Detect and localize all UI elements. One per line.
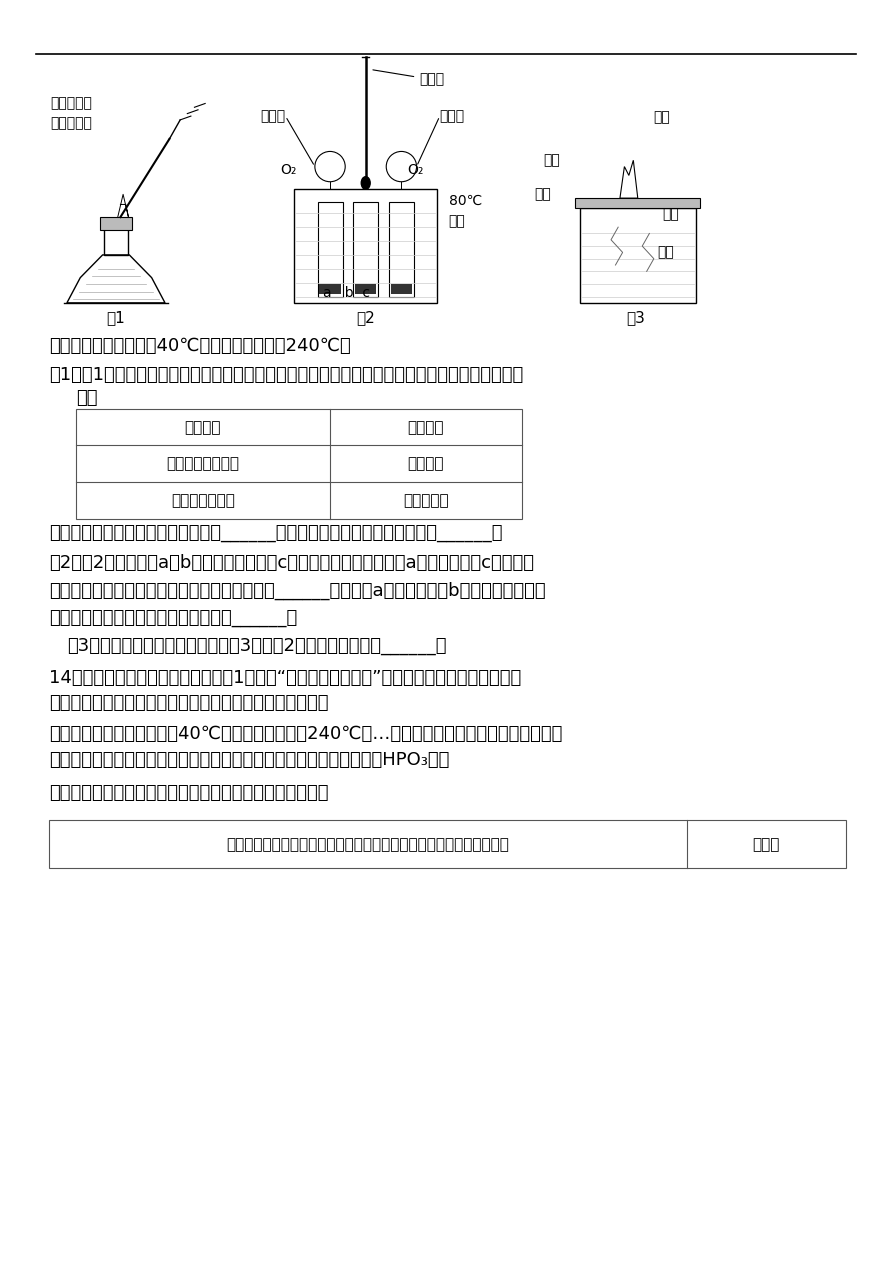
Bar — [353, 202, 378, 297]
Text: a   b  c: a b c — [323, 285, 369, 300]
Text: 图2: 图2 — [356, 310, 376, 326]
Text: 白磷: 白磷 — [657, 245, 674, 260]
Text: 现象能够说明燃烧应具备的条件是______。: 现象能够说明燃烧应具备的条件是______。 — [49, 610, 297, 627]
Bar — [391, 284, 412, 294]
Text: 对磷燃烧生成的大量白烟是否危害人体健康提出疡问。: 对磷燃烧生成的大量白烟是否危害人体健康提出疡问。 — [49, 694, 328, 712]
Text: 实验现象: 实验现象 — [408, 420, 444, 434]
Text: 蒍有酒精或: 蒍有酒精或 — [51, 96, 92, 111]
Text: 14．某兴趣小组活动中，同学们按图1装置对“可燃物燃烧的条件”进行探究。探究过程中，大家: 14．某兴趣小组活动中，同学们按图1装置对“可燃物燃烧的条件”进行探究。探究过程… — [49, 669, 521, 687]
Text: 此现象能够说明燃烧应具备的条件是______，实验中发生反应的化学方程式为______。: 此现象能够说明燃烧应具备的条件是______，实验中发生反应的化学方程式为___… — [49, 524, 502, 541]
Bar — [389, 202, 414, 297]
Text: 下：: 下： — [76, 389, 97, 406]
Bar — [104, 227, 128, 255]
Text: 80℃: 80℃ — [449, 193, 482, 208]
Text: 图1: 图1 — [106, 310, 126, 326]
Bar — [580, 208, 696, 303]
Text: 查阅资料：白磷的着火点是40℃，红磷的着火点是240℃，…燃烧产物五氧化二磷是白色固体，会: 查阅资料：白磷的着火点是40℃，红磷的着火点是240℃，…燃烧产物五氧化二磷是白… — [49, 726, 563, 743]
Text: 刺激人体呼吸道，可能与空气中水蒸气反应，生成有毒的偏磷酸（HPO₃）。: 刺激人体呼吸道，可能与空气中水蒸气反应，生成有毒的偏磷酸（HPO₃）。 — [49, 751, 450, 769]
Bar — [294, 189, 437, 303]
Bar — [575, 198, 700, 208]
Bar — [100, 217, 132, 230]
Text: 产生火焰: 产生火焰 — [408, 457, 444, 471]
Circle shape — [361, 177, 370, 189]
Text: O₂: O₂ — [407, 163, 423, 178]
Text: 温度计: 温度计 — [373, 69, 444, 87]
Text: 红磷: 红磷 — [653, 110, 670, 125]
Text: 实验用品: 实验用品 — [185, 420, 221, 434]
Bar — [318, 202, 343, 297]
Text: 交流与讨论：白烟对人体健康有害，该实验装置必须改进。: 交流与讨论：白烟对人体健康有害，该实验装置必须改进。 — [49, 784, 328, 801]
Text: 水的玻璃棒: 水的玻璃棒 — [51, 116, 92, 131]
Bar — [355, 284, 376, 294]
Text: 燃烧，此现象能够说明燃烧应具备的条件是______；观察到a处白磷燃烧、b处白磷不燃烧，此: 燃烧，此现象能够说明燃烧应具备的条件是______；观察到a处白磷燃烧、b处白磷… — [49, 582, 546, 599]
Text: （3）相比于教材中的实验装置（图3），图2实验装置的优点是______。: （3）相比于教材中的实验装置（图3），图2实验装置的优点是______。 — [67, 637, 446, 655]
Bar — [319, 284, 341, 294]
Text: 已知：白磷的着火点为40℃，红磷的着火点为240℃。: 已知：白磷的着火点为40℃，红磷的着火点为240℃。 — [49, 337, 351, 355]
Text: 热水: 热水 — [662, 207, 679, 222]
Text: 铜片: 铜片 — [534, 187, 551, 202]
Bar — [49, 820, 846, 868]
Text: 同学们按改进后的图２装置进行实验。请你帮助他们将下表补充完整。: 同学们按改进后的图２装置进行实验。请你帮助他们将下表补充完整。 — [227, 837, 509, 852]
Text: 图3: 图3 — [626, 310, 646, 326]
Text: 眇气球: 眇气球 — [260, 109, 285, 124]
Text: 解　释: 解 释 — [753, 837, 780, 852]
Text: 眇气球: 眇气球 — [440, 109, 465, 124]
Text: （2）图2的实验中，a、b处放有少量白磷，c处放有少量红磷。观察到a处白磷燃烧、c处红磷不: （2）图2的实验中，a、b处放有少量白磷，c处放有少量红磷。观察到a处白磷燃烧、… — [49, 554, 534, 572]
Text: （1）图1的实验中，分别用玻璃棒蒍取酒精和水，在酒精灯火焰上加热，片刻后移开，实验现象如: （1）图1的实验中，分别用玻璃棒蒍取酒精和水，在酒精灯火焰上加热，片刻后移开，实… — [49, 366, 524, 384]
Bar — [76, 409, 522, 519]
Text: 蒍有酒精的玻璃棒: 蒍有酒精的玻璃棒 — [167, 457, 239, 471]
Text: 蒍有水的玻璃棒: 蒍有水的玻璃棒 — [171, 493, 235, 507]
Text: 无明显变化: 无明显变化 — [403, 493, 449, 507]
Text: O₂: O₂ — [281, 163, 297, 178]
Text: 热水: 热水 — [449, 213, 466, 228]
Text: 白磷: 白磷 — [543, 153, 560, 168]
